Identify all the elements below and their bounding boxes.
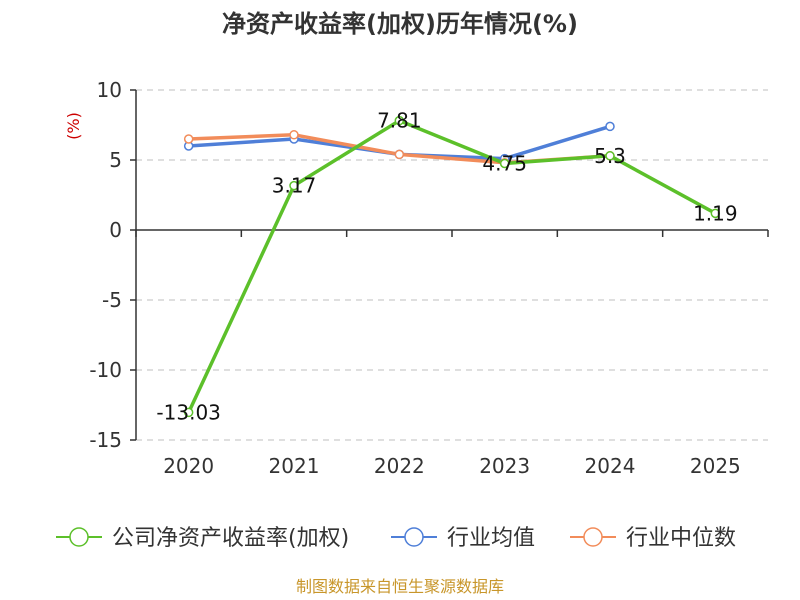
- series-point: [183, 134, 194, 144]
- legend[interactable]: 公司净资产收益率(加权) 行业均值 行业中位数: [56, 526, 736, 551]
- series-points: [183, 115, 721, 418]
- y-tick-label: 10: [97, 78, 122, 102]
- x-tick-label: 2022: [374, 454, 425, 478]
- series-lines: [187, 118, 717, 414]
- legend-marker: [583, 527, 603, 547]
- x-tick-label: 2023: [479, 454, 530, 478]
- data-label: 3.17: [272, 174, 317, 198]
- data-label: 4.75: [482, 152, 527, 176]
- legend-label: 行业均值: [447, 526, 535, 551]
- x-tick-label: 2025: [690, 454, 741, 478]
- y-tick-label: -10: [89, 358, 122, 382]
- chart-title: 净资产收益率(加权)历年情况(%): [222, 10, 578, 38]
- data-label: 1.19: [693, 201, 738, 225]
- series-line-0: [187, 118, 717, 414]
- series-point: [394, 149, 405, 160]
- y-axis-unit: (%): [64, 112, 83, 140]
- series-point: [289, 180, 299, 191]
- x-tick-label: 2024: [585, 454, 636, 478]
- data-labels: -13.03 3.17 7.81 4.75 5.3 1.19: [156, 109, 737, 425]
- legend-item-1[interactable]: 行业均值: [391, 526, 535, 551]
- axes: [130, 89, 769, 441]
- series-point: [289, 130, 299, 140]
- source-note: 制图数据来自恒生聚源数据库: [296, 577, 504, 596]
- x-tick-label: 2021: [269, 454, 320, 478]
- legend-marker: [404, 527, 424, 547]
- y-tick-label: 5: [109, 148, 122, 172]
- legend-item-0[interactable]: 公司净资产收益率(加权): [56, 526, 349, 551]
- series-point: [183, 407, 194, 418]
- y-tick-label: -5: [102, 288, 122, 312]
- tick-labels: 10 5 0 -5 -10 -15 2020 2021 2022 2023 2024 2025: [89, 78, 740, 478]
- series-point: [605, 121, 615, 132]
- y-tick-label: -15: [89, 428, 122, 452]
- legend-label: 公司净资产收益率(加权): [112, 526, 349, 551]
- y-tick-label: 0: [109, 218, 122, 242]
- data-label: -13.03: [156, 400, 220, 424]
- legend-label: 行业中位数: [626, 526, 736, 551]
- legend-marker: [69, 527, 89, 547]
- legend-item-2[interactable]: 行业中位数: [570, 526, 736, 551]
- series-point: [394, 115, 405, 126]
- data-label: 7.81: [377, 109, 422, 133]
- series-point: [605, 151, 615, 161]
- series-point: [499, 158, 510, 169]
- series-point: [710, 208, 721, 219]
- x-tick-label: 2020: [163, 454, 214, 478]
- data-label: 5.3: [594, 144, 626, 168]
